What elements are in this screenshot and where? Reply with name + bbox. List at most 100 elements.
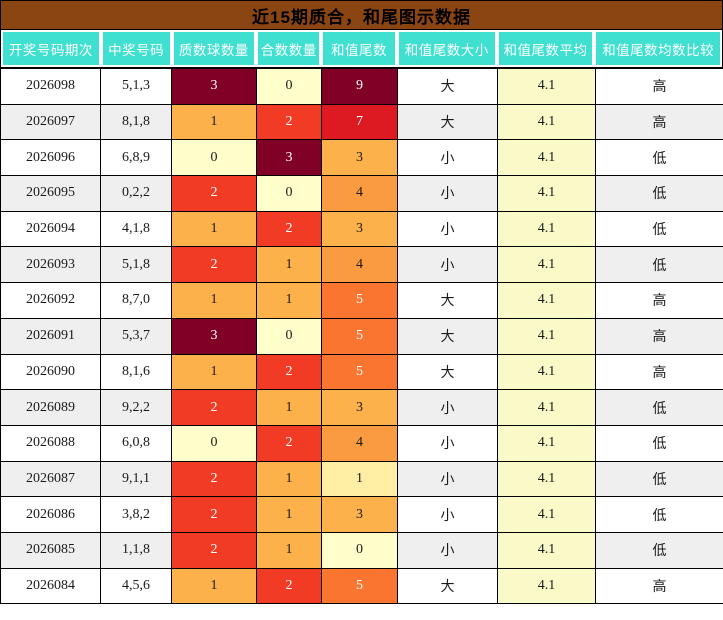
compare-cell: 低 [595, 389, 723, 426]
winning-numbers-cell: 3,8,2 [100, 496, 172, 533]
sum-tail-cell: 4 [321, 175, 398, 212]
compare-cell: 低 [595, 424, 723, 462]
compare-cell: 低 [595, 460, 723, 498]
size-cell: 大 [397, 317, 498, 355]
table-body: 2026098 5,1,3 3 0 9 大 4.1 高 2026097 8,1,8 1 2 7 大 4.1 高… [0, 68, 723, 605]
period-cell: 2026091 [0, 317, 101, 355]
size-cell: 小 [397, 210, 498, 248]
table-row: 2026093 5,1,8 2 1 4 小 4.1 低 [0, 246, 723, 284]
period-cell: 2026093 [0, 246, 101, 284]
winning-numbers-cell: 1,1,8 [100, 531, 172, 569]
table-row: 2026092 8,7,0 1 1 5 大 4.1 高 [0, 282, 723, 319]
sum-tail-cell: 5 [321, 282, 398, 319]
winning-numbers-cell: 6,0,8 [100, 424, 172, 462]
table-row: 2026096 6,8,9 0 3 3 小 4.1 低 [0, 139, 723, 177]
winning-numbers-cell: 8,1,8 [100, 103, 172, 141]
composite-count-cell: 1 [256, 246, 322, 284]
table-row: 2026085 1,1,8 2 1 0 小 4.1 低 [0, 531, 723, 569]
sum-tail-cell: 3 [321, 496, 398, 533]
prime-count-cell: 2 [171, 531, 257, 569]
compare-cell: 高 [595, 103, 723, 141]
sum-tail-cell: 3 [321, 389, 398, 426]
composite-count-cell: 2 [256, 353, 322, 391]
compare-cell: 高 [595, 282, 723, 319]
prime-count-cell: 2 [171, 175, 257, 212]
average-cell: 4.1 [497, 353, 596, 391]
prime-count-cell: 2 [171, 246, 257, 284]
winning-numbers-cell: 8,1,6 [100, 353, 172, 391]
prime-count-cell: 1 [171, 210, 257, 248]
size-cell: 大 [397, 68, 498, 105]
composite-count-cell: 1 [256, 282, 322, 319]
header-cell: 和值尾数大小 [396, 30, 497, 67]
size-cell: 小 [397, 496, 498, 533]
period-cell: 2026098 [0, 68, 101, 105]
average-cell: 4.1 [497, 424, 596, 462]
average-cell: 4.1 [497, 567, 596, 605]
table-row: 2026098 5,1,3 3 0 9 大 4.1 高 [0, 68, 723, 105]
table-row: 2026090 8,1,6 1 2 5 大 4.1 高 [0, 353, 723, 391]
header-cell: 和值尾数平均 [496, 30, 595, 67]
period-cell: 2026095 [0, 175, 101, 212]
winning-numbers-cell: 4,5,6 [100, 567, 172, 605]
prime-count-cell: 2 [171, 389, 257, 426]
size-cell: 大 [397, 103, 498, 141]
prime-count-cell: 3 [171, 68, 257, 105]
table-row: 2026089 9,2,2 2 1 3 小 4.1 低 [0, 389, 723, 426]
header-cell: 合数数量 [256, 30, 322, 67]
compare-cell: 高 [595, 317, 723, 355]
size-cell: 小 [397, 175, 498, 212]
average-cell: 4.1 [497, 531, 596, 569]
sum-tail-cell: 1 [321, 460, 398, 498]
winning-numbers-cell: 8,7,0 [100, 282, 172, 319]
sum-tail-cell: 0 [321, 531, 398, 569]
sum-tail-cell: 4 [321, 246, 398, 284]
average-cell: 4.1 [497, 389, 596, 426]
size-cell: 小 [397, 139, 498, 177]
table-row: 2026097 8,1,8 1 2 7 大 4.1 高 [0, 103, 723, 141]
average-cell: 4.1 [497, 68, 596, 105]
size-cell: 小 [397, 424, 498, 462]
table-row: 2026094 4,1,8 1 2 3 小 4.1 低 [0, 210, 723, 248]
winning-numbers-cell: 6,8,9 [100, 139, 172, 177]
average-cell: 4.1 [497, 246, 596, 284]
compare-cell: 低 [595, 210, 723, 248]
compare-cell: 低 [595, 139, 723, 177]
table-row: 2026084 4,5,6 1 2 5 大 4.1 高 [0, 567, 723, 605]
period-cell: 2026094 [0, 210, 101, 248]
size-cell: 小 [397, 460, 498, 498]
average-cell: 4.1 [497, 317, 596, 355]
prime-count-cell: 3 [171, 317, 257, 355]
composite-count-cell: 2 [256, 424, 322, 462]
composite-count-cell: 1 [256, 531, 322, 569]
compare-cell: 高 [595, 353, 723, 391]
winning-numbers-cell: 4,1,8 [100, 210, 172, 248]
average-cell: 4.1 [497, 282, 596, 319]
compare-cell: 高 [595, 68, 723, 105]
composite-count-cell: 0 [256, 317, 322, 355]
composite-count-cell: 3 [256, 139, 322, 177]
average-cell: 4.1 [497, 103, 596, 141]
size-cell: 大 [397, 567, 498, 605]
compare-cell: 低 [595, 531, 723, 569]
header-cell: 质数球数量 [171, 30, 257, 67]
sum-tail-cell: 4 [321, 424, 398, 462]
period-cell: 2026096 [0, 139, 101, 177]
size-cell: 大 [397, 353, 498, 391]
page-title: 近15期质合，和尾图示数据 [0, 0, 723, 30]
average-cell: 4.1 [497, 496, 596, 533]
sum-tail-cell: 5 [321, 567, 398, 605]
data-table: 2026098 5,1,3 3 0 9 大 4.1 高 2026097 8,1,8 1 2 7 大 4.1 高… [0, 68, 723, 605]
winning-numbers-cell: 5,3,7 [100, 317, 172, 355]
size-cell: 小 [397, 531, 498, 569]
average-cell: 4.1 [497, 210, 596, 248]
composite-count-cell: 0 [256, 68, 322, 105]
composite-count-cell: 1 [256, 460, 322, 498]
table-row: 2026088 6,0,8 0 2 4 小 4.1 低 [0, 424, 723, 462]
composite-count-cell: 2 [256, 103, 322, 141]
compare-cell: 低 [595, 175, 723, 212]
sum-tail-cell: 5 [321, 353, 398, 391]
size-cell: 大 [397, 282, 498, 319]
period-cell: 2026088 [0, 424, 101, 462]
prime-count-cell: 0 [171, 139, 257, 177]
